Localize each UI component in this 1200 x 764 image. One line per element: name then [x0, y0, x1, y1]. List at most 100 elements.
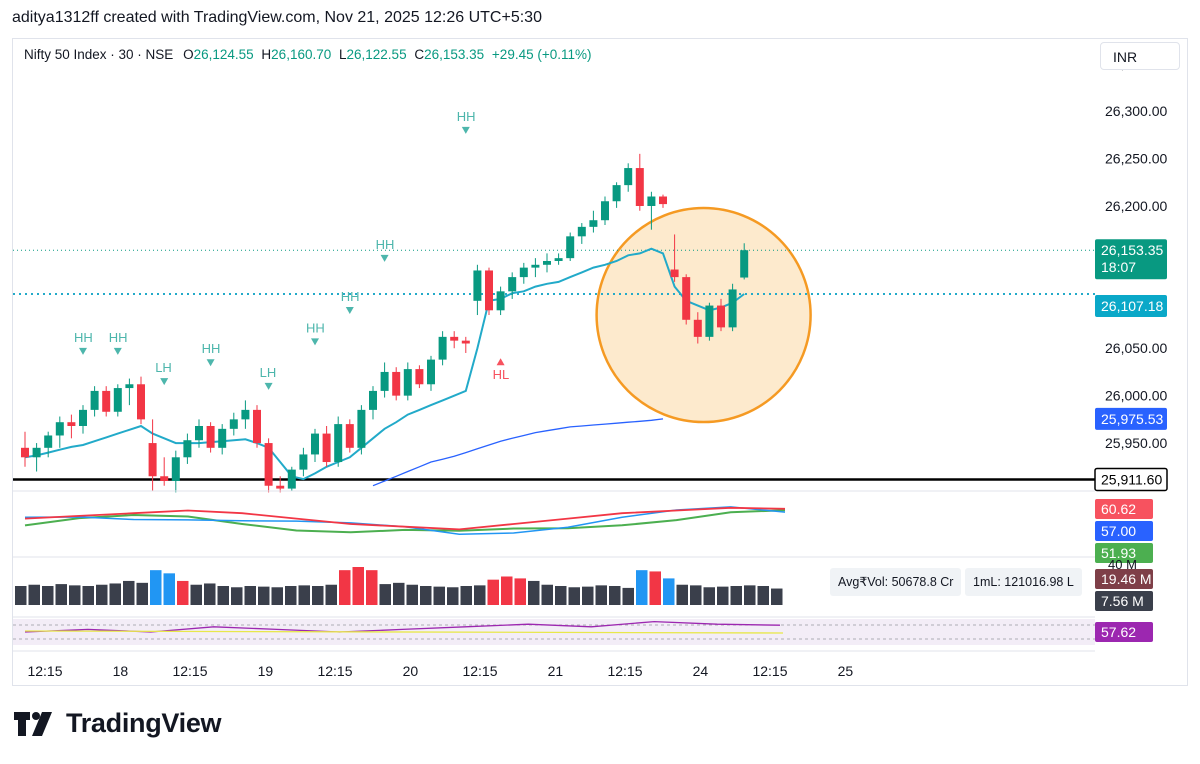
price-tick-label: 26,000.00 [1105, 388, 1167, 404]
volume-bar [609, 586, 621, 605]
oscillator-badge-bg [1095, 543, 1153, 563]
volume-bar [271, 587, 283, 605]
candle-body [137, 384, 145, 420]
volume-bar [649, 571, 661, 605]
volume-bar [474, 585, 486, 605]
volume-bar [757, 586, 769, 605]
swing-marker [496, 358, 505, 366]
ma-fast-badge: 26,107.18 [1101, 298, 1163, 314]
candle-body [195, 425, 203, 441]
volume-bar [352, 567, 364, 605]
volume-bar [690, 585, 702, 605]
volume-bar [204, 583, 216, 605]
volume-bar [312, 586, 324, 605]
volume-bar [190, 584, 202, 605]
candle-body [299, 454, 308, 470]
open-label: O [183, 47, 194, 62]
ma-fast-badge-bg [1095, 295, 1167, 318]
candle-body [44, 435, 53, 448]
candle-body [357, 409, 366, 448]
close-value: 26,153.35 [424, 47, 485, 62]
volume-bar [771, 588, 783, 605]
candle-body [415, 369, 424, 385]
candle-body [519, 267, 528, 278]
candle-body [427, 359, 435, 385]
candle-body [253, 409, 261, 444]
candle-body [485, 270, 493, 311]
candle-body [125, 384, 134, 389]
volume-bar [15, 586, 27, 605]
candle-body [229, 419, 238, 429]
ma-slow-line [372, 418, 664, 487]
volume-bar [433, 586, 445, 605]
volume-bar [298, 585, 310, 605]
candle-body [403, 369, 412, 396]
volume-bar [622, 587, 634, 605]
price-tick-label: 26,050.00 [1105, 340, 1167, 356]
time-axis-label: 12:15 [172, 663, 207, 679]
candle-body [531, 264, 540, 268]
ohlc-legend: Nifty 50 Index · 30 · NSE O26,124.55 H26… [24, 47, 592, 62]
candle-body [589, 220, 598, 227]
price-tick-label: 26,250.00 [1105, 151, 1167, 167]
swing-marker [311, 338, 319, 346]
oscillator-line-green [24, 509, 786, 534]
volume-bar [487, 579, 499, 605]
candle-body [647, 196, 656, 206]
candle-body [577, 226, 586, 237]
volume-bar [582, 586, 594, 605]
candle-body [79, 409, 87, 426]
volume-bar [69, 585, 81, 605]
swing-marker [380, 254, 389, 262]
close-label: C [414, 47, 425, 62]
candle-body [438, 336, 447, 360]
volume-badge-label: 19.46 M [1101, 571, 1152, 587]
price-tick-label: 26,200.00 [1105, 198, 1167, 214]
time-axis-label: 21 [548, 663, 564, 679]
tradingview-brand: TradingView [66, 708, 222, 738]
candle-body [171, 457, 180, 481]
avg-volume-stat: Avg₹Vol: 50678.8 Cr [830, 568, 962, 596]
candle-body [601, 201, 609, 221]
candle-body [21, 447, 29, 458]
oscillator-badge-bg [1095, 521, 1153, 541]
candle-body [392, 371, 401, 396]
volume-bar [163, 573, 175, 605]
high-label: H [261, 47, 272, 62]
volume-bar [744, 585, 756, 605]
candle-body [55, 422, 64, 436]
ma-fast-line [24, 247, 745, 481]
symbol-label[interactable]: Nifty 50 Index · 30 · NSE [24, 47, 174, 62]
annotation-circle [595, 206, 812, 424]
swing-label: HH [376, 237, 395, 252]
swing-label: HH [306, 320, 325, 335]
chart-canvas[interactable]: 26,350.0026,300.0026,250.0026,200.0026,0… [13, 39, 1187, 685]
candle-body [624, 168, 633, 186]
candle-body [206, 425, 215, 448]
rsi-badge-label: 57.62 [1101, 624, 1136, 640]
candle-body [334, 424, 343, 463]
currency-button[interactable]: INR [1100, 42, 1180, 70]
volume-bar [717, 586, 729, 605]
candle-body [543, 260, 551, 265]
volume-bar [123, 580, 135, 605]
volume-bar [109, 583, 121, 605]
low-value: 26,122.55 [346, 47, 407, 62]
time-axis-label: 20 [403, 663, 419, 679]
change-value: +29.45 (+0.11%) [491, 47, 592, 62]
candle-body [369, 390, 377, 410]
volume-bar [82, 586, 94, 605]
volume-bar [231, 587, 243, 605]
high-value: 26,160.70 [271, 47, 332, 62]
candle-body [67, 422, 76, 426]
time-axis-label: 12:15 [27, 663, 62, 679]
candle-body [218, 428, 227, 448]
volume-bar [136, 582, 148, 605]
candle-body [241, 409, 250, 420]
volume-bar [703, 587, 715, 605]
swing-label: LH [260, 365, 277, 380]
swing-label: LH [155, 360, 172, 375]
price-tick-label: 25,950.00 [1105, 435, 1167, 451]
volume-bar [285, 586, 297, 605]
candle-body [635, 168, 644, 206]
